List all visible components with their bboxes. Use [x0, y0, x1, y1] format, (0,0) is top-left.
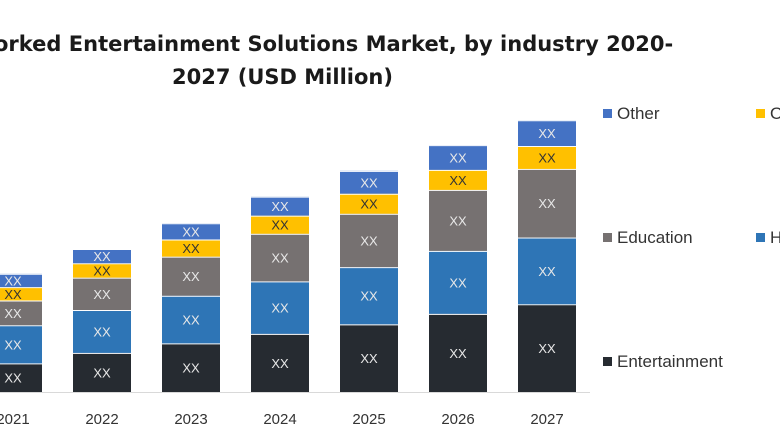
x-tick-label-2027: 2027	[530, 411, 563, 428]
legend-item-o: O	[756, 104, 780, 123]
bar-segment-o-2025	[340, 193, 398, 214]
bar-segment-h-2022	[73, 310, 131, 353]
legend-item-other: Other	[603, 104, 660, 123]
data-label-o-2023: XX	[182, 241, 200, 256]
bar-segment-h-2021	[0, 325, 42, 364]
legend-label: H	[770, 228, 780, 247]
data-label-entertainment-2022: XX	[93, 365, 111, 380]
bar-segment-other-2025	[340, 170, 398, 194]
bar-segment-education-2022	[73, 277, 131, 311]
data-label-other-2024: XX	[271, 199, 289, 214]
data-label-h-2025: XX	[360, 289, 378, 304]
data-label-education-2022: XX	[93, 287, 111, 302]
data-label-h-2024: XX	[271, 301, 289, 316]
legend-swatch	[756, 233, 765, 242]
data-label-h-2022: XX	[93, 324, 111, 339]
data-label-other-2021: XX	[4, 273, 22, 288]
data-label-entertainment-2027: XX	[538, 341, 556, 356]
legend-swatch	[603, 109, 612, 118]
data-label-entertainment-2026: XX	[449, 346, 467, 361]
data-label-other-2022: XX	[93, 249, 111, 264]
bar-segment-entertainment-2022	[73, 352, 131, 392]
bar-segment-education-2027	[518, 168, 576, 238]
bar-segment-education-2023	[162, 256, 220, 296]
bar-segment-o-2021	[0, 287, 42, 301]
bar-segment-o-2022	[73, 263, 131, 278]
bar-segment-other-2026	[429, 145, 487, 170]
bar-segment-h-2025	[340, 267, 398, 325]
bar-segment-o-2023	[162, 239, 220, 257]
bar-segment-entertainment-2027	[518, 304, 576, 392]
bar-segment-education-2024	[251, 233, 309, 282]
chart-subtitle: 2027 (USD Million)	[172, 65, 393, 89]
data-label-o-2027: XX	[538, 150, 556, 165]
data-label-other-2026: XX	[449, 150, 467, 165]
bar-segment-h-2027	[518, 237, 576, 305]
legend-swatch	[756, 109, 765, 118]
x-tick-label-2026: 2026	[441, 411, 474, 428]
legend-label: O	[770, 104, 780, 123]
plot-area: XXXXXXXXXXXXXXXXXXXXXXXXXXXXXXXXXXXXXXXX…	[0, 120, 590, 393]
data-label-education-2025: XX	[360, 233, 378, 248]
data-label-other-2027: XX	[538, 126, 556, 141]
bar-segment-other-2021	[0, 273, 42, 288]
data-label-education-2023: XX	[182, 269, 200, 284]
x-tick-label-2024: 2024	[263, 411, 296, 428]
data-label-entertainment-2025: XX	[360, 351, 378, 366]
bar-segment-entertainment-2024	[251, 333, 309, 392]
data-label-o-2021: XX	[4, 287, 22, 302]
data-label-education-2026: XX	[449, 213, 467, 228]
bar-segment-education-2025	[340, 213, 398, 268]
legend-swatch	[603, 233, 612, 242]
legend-label: Education	[617, 228, 693, 247]
data-label-h-2023: XX	[182, 313, 200, 328]
data-label-education-2021: XX	[4, 306, 22, 321]
legend-swatch	[603, 357, 612, 366]
x-tick-label-2023: 2023	[174, 411, 207, 428]
bar-segment-other-2022	[73, 249, 131, 264]
data-label-o-2024: XX	[271, 218, 289, 233]
data-label-entertainment-2021: XX	[4, 371, 22, 386]
legend-item-h: H	[756, 228, 780, 247]
data-label-education-2024: XX	[271, 251, 289, 266]
bar-segment-h-2023	[162, 295, 220, 344]
bar-segment-entertainment-2026	[429, 313, 487, 392]
bar-segment-education-2026	[429, 189, 487, 251]
bar-segment-entertainment-2023	[162, 343, 220, 392]
legend-item-entertainment: Entertainment	[603, 352, 723, 371]
data-label-h-2021: XX	[4, 337, 22, 352]
data-label-h-2026: XX	[449, 275, 467, 290]
legend-item-education: Education	[603, 228, 693, 247]
bar-segment-other-2024	[251, 196, 309, 216]
data-label-entertainment-2023: XX	[182, 361, 200, 376]
chart-title: orked Entertainment Solutions Market, by…	[0, 32, 673, 56]
legend-label: Entertainment	[617, 352, 723, 371]
data-label-other-2025: XX	[360, 175, 378, 190]
bar-segment-entertainment-2025	[340, 324, 398, 392]
data-label-other-2023: XX	[182, 224, 200, 239]
bar-segment-other-2023	[162, 223, 220, 240]
x-tick-label-2022: 2022	[85, 411, 118, 428]
bar-segment-o-2024	[251, 215, 309, 234]
bar-segment-other-2027	[518, 120, 576, 147]
legend: Other O Education H Entertainment	[603, 104, 780, 371]
data-label-education-2027: XX	[538, 196, 556, 211]
x-tick-label-2021: 2021	[0, 411, 30, 428]
bar-segment-h-2026	[429, 250, 487, 314]
x-axis-ticks: 2021 2022 2023 2024 2025 2026 2027	[0, 411, 564, 428]
bar-segment-o-2026	[429, 169, 487, 190]
bar-segment-entertainment-2021	[0, 363, 42, 392]
bar-segment-h-2024	[251, 281, 309, 334]
x-tick-label-2025: 2025	[352, 411, 385, 428]
data-label-entertainment-2024: XX	[271, 356, 289, 371]
bar-segment-education-2021	[0, 300, 42, 326]
data-label-o-2022: XX	[93, 263, 111, 278]
data-label-h-2027: XX	[538, 264, 556, 279]
data-label-o-2026: XX	[449, 173, 467, 188]
data-label-o-2025: XX	[360, 197, 378, 212]
legend-label: Other	[617, 104, 660, 123]
bar-segment-o-2027	[518, 146, 576, 169]
